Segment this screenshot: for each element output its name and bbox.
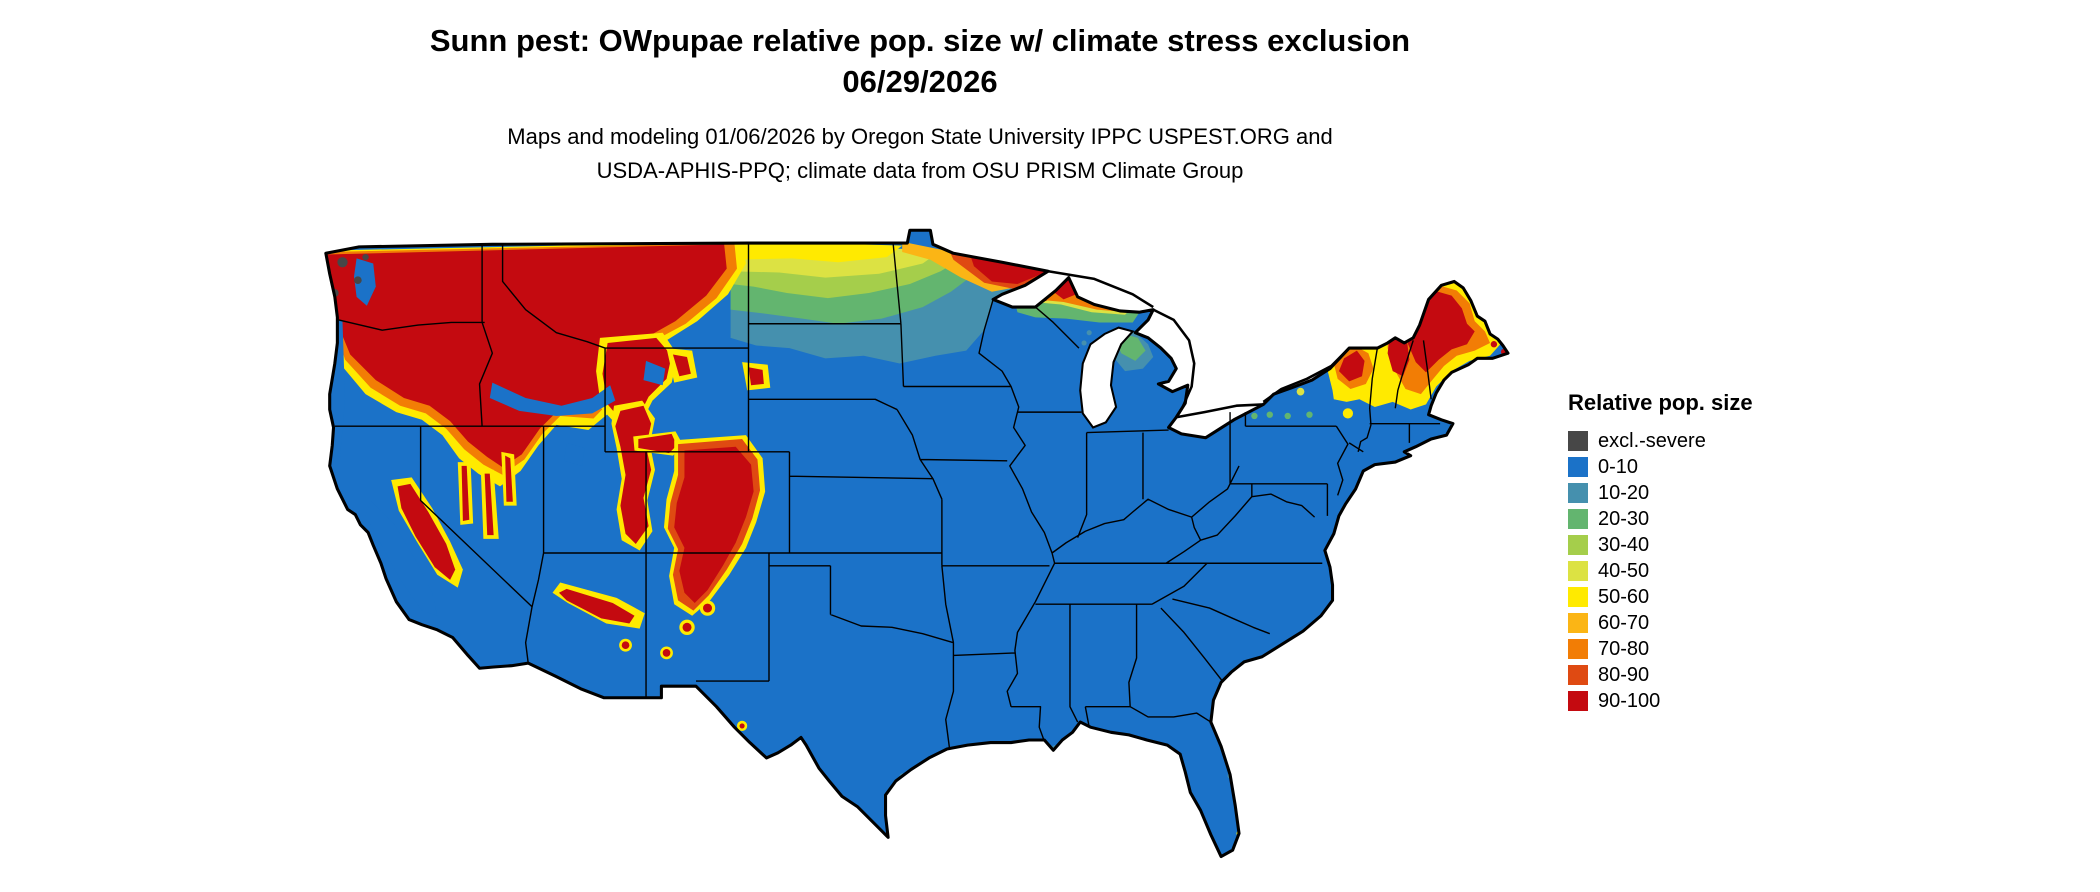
legend-item: 40-50 <box>1568 558 1828 584</box>
legend-item: 80-90 <box>1568 662 1828 688</box>
legend-swatch <box>1568 587 1588 607</box>
legend-swatch <box>1568 483 1588 503</box>
legend-item: 10-20 <box>1568 480 1828 506</box>
legend-item-label: excl.-severe <box>1598 429 1706 452</box>
legend-title: Relative pop. size <box>1568 390 1753 415</box>
legend-item-label: 20-30 <box>1598 507 1650 530</box>
map-subtitle-line1: Maps and modeling 01/06/2026 by Oregon S… <box>507 124 1333 149</box>
legend-swatch <box>1568 535 1588 555</box>
state-borders <box>334 244 1441 750</box>
us-outline <box>324 228 1510 859</box>
legend-item-label: 80-90 <box>1598 663 1650 686</box>
raster-west <box>325 241 771 732</box>
legend-item: excl.-severe <box>1568 428 1828 454</box>
legend-item-label: 50-60 <box>1598 585 1650 608</box>
map-title-line1: Sunn pest: OWpupae relative pop. size w/… <box>429 23 1411 58</box>
legend-item-label: 70-80 <box>1598 637 1650 660</box>
legend-swatch <box>1568 691 1588 711</box>
map-title-line2: 06/29/2026 <box>842 64 998 99</box>
legend-item: 90-100 <box>1568 688 1828 714</box>
legend-item: 70-80 <box>1568 636 1828 662</box>
legend-swatch <box>1568 457 1588 477</box>
legend-swatch <box>1568 509 1588 529</box>
legend-swatch <box>1568 431 1588 451</box>
legend-item: 60-70 <box>1568 610 1828 636</box>
legend-item-label: 30-40 <box>1598 533 1650 556</box>
legend-items: excl.-severe 0-10 10-20 20-30 30-40 40-50 50-6… <box>1568 428 1828 714</box>
legend-item: 30-40 <box>1568 532 1828 558</box>
legend-item: 20-30 <box>1568 506 1828 532</box>
legend-item: 50-60 <box>1568 584 1828 610</box>
legend-swatch <box>1568 561 1588 581</box>
lake-michigan <box>1079 326 1135 429</box>
legend-swatch <box>1568 665 1588 685</box>
legend: Relative pop. size excl.-severe 0-10 10-20… <box>1568 390 1828 714</box>
legend-swatch <box>1568 613 1588 633</box>
map-subtitle: Maps and modeling 01/06/2026 by Oregon S… <box>0 120 1840 188</box>
legend-item-label: 0-10 <box>1598 455 1639 478</box>
legend-item: 0-10 <box>1568 454 1828 480</box>
legend-item-label: 60-70 <box>1598 611 1650 634</box>
us-map-svg <box>324 228 1510 859</box>
us-map <box>300 220 1530 886</box>
legend-item-label: 10-20 <box>1598 481 1650 504</box>
great-lakes-border <box>1047 269 1351 419</box>
header: Sunn pest: OWpupae relative pop. size w/… <box>0 20 1840 188</box>
legend-swatch <box>1568 639 1588 659</box>
map-subtitle-line2: USDA-APHIS-PPQ; climate data from OSU PR… <box>596 158 1244 183</box>
legend-item-label: 90-100 <box>1598 689 1661 712</box>
legend-item-label: 40-50 <box>1598 559 1650 582</box>
